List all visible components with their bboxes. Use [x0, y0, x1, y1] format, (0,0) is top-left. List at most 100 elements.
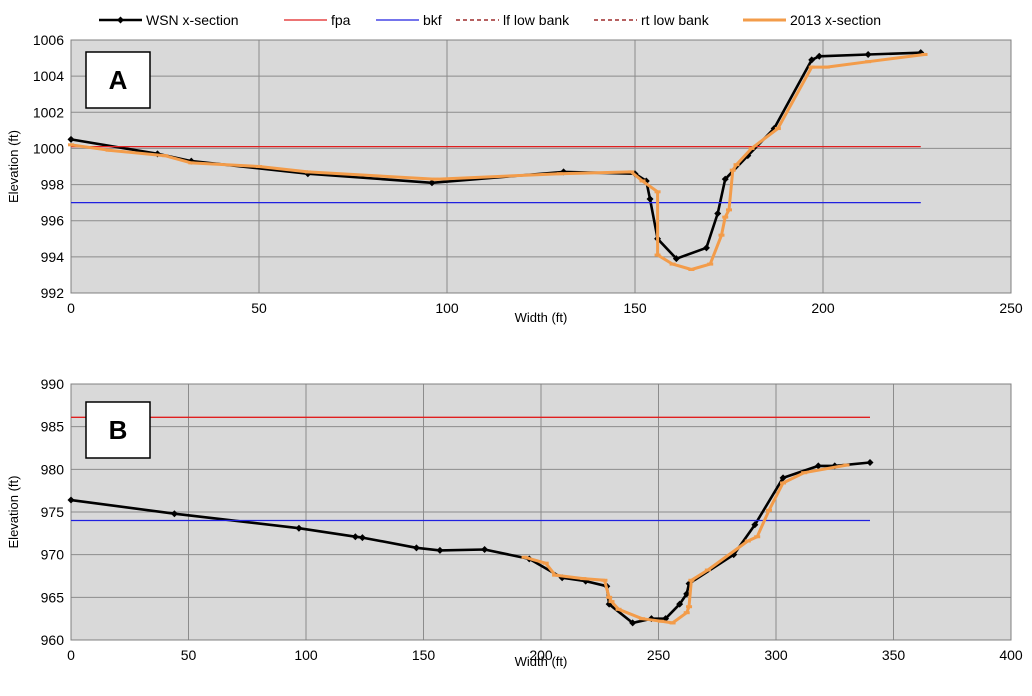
data-point-2013-x-section — [542, 561, 549, 565]
data-point-2013-x-section — [556, 172, 563, 176]
data-point-2013-x-section — [774, 127, 781, 131]
x-tick-label: 300 — [764, 647, 788, 663]
data-point-2013-x-section — [188, 161, 195, 165]
data-point-wsn-x-section — [702, 244, 710, 252]
legend-label-2013-x-section: 2013 x-section — [790, 12, 881, 28]
x-axis-title: Width (ft) — [515, 654, 568, 669]
data-point-2013-x-section — [921, 52, 928, 56]
x-tick-label: 0 — [67, 300, 75, 316]
legend-label-lf-low-bank: lf low bank — [503, 12, 570, 28]
y-tick-label: 960 — [41, 632, 65, 648]
data-point-2013-x-section — [639, 617, 646, 621]
data-point-2013-x-section — [552, 573, 559, 577]
data-point-2013-x-section — [823, 65, 830, 69]
data-point-2013-x-section — [256, 165, 262, 168]
data-point-2013-x-section — [683, 611, 690, 615]
data-point-wsn-x-section — [864, 50, 872, 58]
data-point-wsn-x-section — [676, 600, 684, 608]
data-point-2013-x-section — [726, 208, 732, 212]
data-point-wsn-x-section — [815, 52, 823, 60]
x-tick-label: 50 — [251, 300, 267, 316]
data-point-wsn-x-section — [779, 474, 787, 482]
x-tick-label: 350 — [882, 647, 906, 663]
x-tick-label: 150 — [412, 647, 436, 663]
panel-label-box — [85, 401, 151, 459]
data-point-2013-x-section — [657, 619, 664, 623]
y-tick-label: 1004 — [33, 68, 64, 84]
data-point-wsn-x-section — [358, 534, 366, 542]
data-point-wsn-x-section — [808, 56, 816, 64]
data-point-2013-x-section — [105, 148, 112, 152]
x-tick-label: 50 — [181, 647, 197, 663]
data-point-2013-x-section — [686, 605, 693, 609]
data-point-2013-x-section — [601, 578, 608, 582]
y-tick-label: 965 — [41, 589, 65, 605]
data-point-2013-x-section — [654, 253, 661, 257]
legend-label-bkf: bkf — [423, 12, 442, 28]
data-point-2013-x-section — [688, 578, 695, 582]
data-point-wsn-x-section — [751, 521, 759, 529]
data-point-2013-x-section — [733, 163, 740, 167]
data-point-2013-x-section — [580, 577, 587, 581]
data-point-2013-x-section — [808, 65, 815, 69]
data-point-2013-x-section — [744, 539, 751, 543]
y-tick-label: 990 — [41, 376, 65, 392]
data-point-2013-x-section — [722, 215, 729, 219]
data-point-2013-x-section — [801, 471, 808, 475]
data-point-2013-x-section — [432, 177, 439, 181]
data-point-2013-x-section — [765, 508, 772, 512]
x-tick-label: 200 — [811, 300, 835, 316]
data-point-2013-x-section — [639, 179, 646, 183]
data-point-2013-x-section — [843, 463, 850, 467]
data-point-wsn-x-section — [428, 179, 436, 187]
data-point-wsn-x-section — [866, 459, 874, 467]
data-point-2013-x-section — [615, 607, 622, 611]
data-point-2013-x-section — [865, 60, 872, 64]
x-tick-label: 200 — [529, 647, 553, 663]
x-tick-label: 0 — [67, 647, 75, 663]
y-tick-label: 996 — [41, 213, 65, 229]
data-point-wsn-x-section — [295, 524, 303, 532]
data-point-2013-x-section — [748, 146, 755, 150]
data-point-2013-x-section — [754, 535, 761, 539]
y-tick-label: 985 — [41, 419, 65, 435]
series-line-2013-x-section — [70, 53, 925, 271]
legend-marker-wsn-x-section — [117, 16, 124, 24]
panel-label: B — [109, 415, 128, 445]
data-point-wsn-x-section — [481, 546, 489, 554]
y-axis-title: Elevation (ft) — [6, 130, 21, 203]
data-point-wsn-x-section — [351, 533, 359, 541]
data-point-wsn-x-section — [412, 544, 420, 552]
data-point-wsn-x-section — [629, 619, 637, 627]
data-point-2013-x-section — [608, 600, 615, 604]
data-point-2013-x-section — [729, 168, 736, 172]
data-point-wsn-x-section — [814, 462, 822, 470]
data-point-wsn-x-section — [672, 255, 680, 263]
data-point-2013-x-section — [606, 595, 613, 599]
data-point-wsn-x-section — [646, 195, 654, 203]
y-tick-label: 1002 — [33, 104, 64, 120]
x-tick-label: 100 — [435, 300, 459, 316]
y-tick-label: 1000 — [33, 140, 64, 156]
data-point-wsn-x-section — [683, 590, 691, 598]
data-point-wsn-x-section — [436, 546, 444, 554]
data-point-2013-x-section — [521, 555, 528, 559]
plot-border — [70, 383, 1012, 641]
data-point-2013-x-section — [628, 170, 635, 174]
series-line-wsn-x-section — [70, 51, 921, 260]
data-point-2013-x-section — [707, 262, 714, 266]
y-tick-label: 994 — [41, 249, 65, 265]
legend-label-rt-low-bank: rt low bank — [641, 12, 710, 28]
data-point-wsn-x-section — [721, 175, 729, 183]
data-point-2013-x-section — [669, 262, 676, 266]
data-point-2013-x-section — [718, 233, 725, 237]
plot-border — [70, 39, 1012, 294]
data-point-2013-x-section — [654, 190, 661, 194]
legend-label-wsn-x-section: WSN x-section — [146, 12, 239, 28]
panel-label: A — [109, 65, 128, 95]
data-point-wsn-x-section — [67, 135, 75, 143]
data-point-2013-x-section — [669, 621, 676, 625]
x-tick-label: 400 — [999, 647, 1023, 663]
data-point-2013-x-section — [304, 170, 311, 174]
